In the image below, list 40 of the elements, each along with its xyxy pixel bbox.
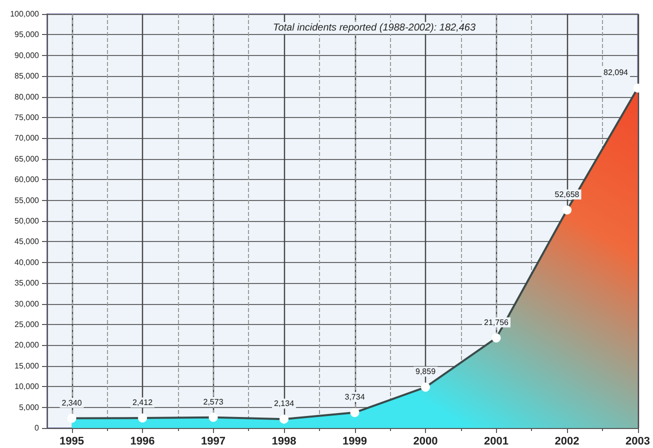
y-tick-label: 10,000 — [14, 382, 40, 392]
y-tick-label: 65,000 — [14, 154, 40, 164]
y-tick-label: 100,000 — [10, 10, 40, 18]
y-tick-label: 95,000 — [14, 30, 40, 40]
data-label: 2,573 — [203, 397, 224, 406]
data-label: 3,734 — [344, 392, 366, 402]
data-label: 2,412 — [132, 398, 154, 408]
x-tick-label: 2000 — [413, 436, 438, 448]
y-tick-label: 25,000 — [14, 320, 40, 329]
y-tick-label: 75,000 — [14, 113, 40, 122]
data-label: 2,340 — [62, 398, 82, 408]
y-tick-label: 80,000 — [14, 92, 40, 102]
y-tick-label: 5,000 — [18, 402, 40, 412]
y-tick-label: 45,000 — [14, 237, 40, 246]
y-tick-label: 30,000 — [14, 299, 40, 308]
y-tick-label: 40,000 — [14, 258, 40, 267]
text: Total incidents reported (1988-2002): 182,463 — [273, 22, 476, 34]
y-tick-label: 0 — [34, 424, 40, 432]
data-label: 52,658 — [554, 190, 580, 199]
y-tick-label: 90,000 — [14, 50, 40, 60]
y-tick-label: 15,000 — [14, 361, 40, 370]
x-tick-label: 1998 — [272, 436, 296, 448]
y-tick-label: 70,000 — [14, 134, 40, 143]
data-label: 21,756 — [484, 318, 510, 327]
x-tick-label: 1997 — [201, 436, 226, 448]
y-tick-label: 60,000 — [14, 175, 40, 184]
x-tick-label: 2003 — [626, 436, 650, 448]
y-tick-label: 85,000 — [14, 72, 40, 81]
x-tick-label: 2001 — [484, 436, 509, 448]
x-tick-label: 2002 — [554, 436, 580, 448]
data-label: 82,094 — [604, 68, 629, 78]
data-label: 9,859 — [416, 367, 436, 376]
x-tick-label: 1995 — [60, 436, 84, 448]
y-tick-label: 50,000 — [14, 216, 40, 226]
data-label: 2,134 — [274, 399, 295, 408]
x-tick-label: 1999 — [342, 436, 368, 448]
x-tick-label: 1996 — [130, 436, 155, 448]
y-tick-label: 55,000 — [14, 196, 40, 205]
y-tick-label: 35,000 — [14, 278, 40, 288]
y-tick-label: 20,000 — [14, 340, 40, 350]
